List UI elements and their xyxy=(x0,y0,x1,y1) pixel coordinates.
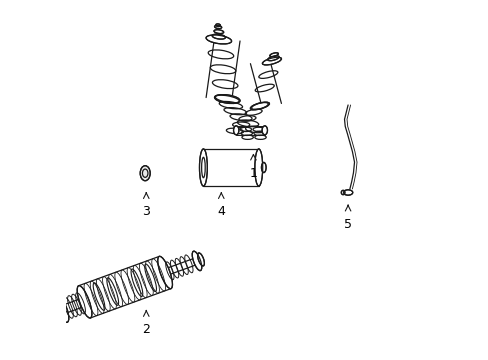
Ellipse shape xyxy=(215,24,220,27)
Ellipse shape xyxy=(261,162,265,172)
Ellipse shape xyxy=(214,95,240,103)
Ellipse shape xyxy=(341,190,344,195)
Ellipse shape xyxy=(205,35,231,44)
Ellipse shape xyxy=(77,285,92,318)
Ellipse shape xyxy=(262,126,267,135)
Ellipse shape xyxy=(214,25,221,28)
Ellipse shape xyxy=(212,34,225,39)
Ellipse shape xyxy=(199,149,207,186)
Ellipse shape xyxy=(267,56,279,61)
Ellipse shape xyxy=(192,251,202,271)
Ellipse shape xyxy=(197,253,204,266)
Text: 5: 5 xyxy=(344,217,351,230)
Ellipse shape xyxy=(250,102,269,110)
Text: 3: 3 xyxy=(142,205,150,218)
Ellipse shape xyxy=(254,149,262,186)
Ellipse shape xyxy=(214,30,223,33)
Ellipse shape xyxy=(343,190,352,195)
Ellipse shape xyxy=(140,166,150,181)
Text: 4: 4 xyxy=(217,205,225,218)
Ellipse shape xyxy=(158,256,172,289)
Ellipse shape xyxy=(233,126,239,135)
Text: 1: 1 xyxy=(249,167,257,180)
Ellipse shape xyxy=(57,297,69,322)
Text: 2: 2 xyxy=(142,323,150,336)
Ellipse shape xyxy=(262,57,281,65)
Ellipse shape xyxy=(269,53,278,57)
